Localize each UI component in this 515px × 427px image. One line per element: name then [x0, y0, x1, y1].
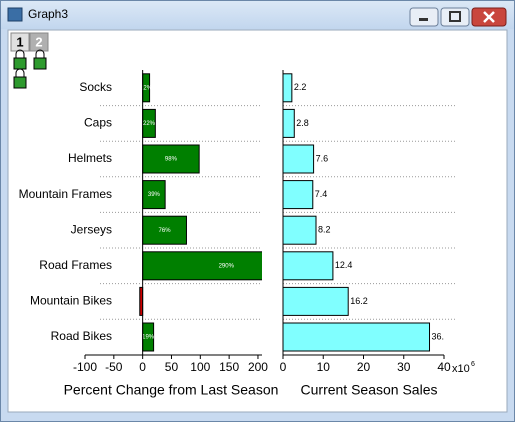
bar: [283, 108, 295, 138]
data-label: 7.6: [316, 153, 329, 163]
maximize-button[interactable]: [440, 7, 470, 27]
plot-area: 2.2 2.8 7.6 7.4 8.2 12.4 16.2 36.4: [283, 73, 450, 352]
close-icon: [483, 11, 495, 23]
bar: [283, 322, 431, 352]
data-label: 290%: [219, 263, 235, 269]
lock-icon[interactable]: [13, 68, 27, 89]
maximize-icon: [449, 11, 461, 22]
data-label: 12.4: [335, 260, 353, 270]
x-axis-title: Current Season Sales: [301, 382, 438, 398]
data-label: 8.2: [318, 225, 331, 235]
category-label: Road Bikes: [51, 329, 112, 343]
axis-multiplier: x10: [452, 363, 470, 375]
data-label: 7.4: [315, 189, 328, 199]
bar: [283, 251, 334, 281]
x-tick-label: -50: [105, 360, 123, 374]
data-label: 22%: [143, 121, 156, 127]
data-label: 12%: [140, 85, 153, 91]
app-icon: [7, 7, 23, 22]
data-label: 2.8: [296, 118, 309, 128]
data-label: 19%: [142, 335, 155, 341]
x-tick-label: 40: [437, 360, 451, 374]
category-label: Helmets: [68, 151, 112, 165]
lock-icon[interactable]: [33, 49, 47, 70]
axis-multiplier-exponent: 6: [471, 361, 475, 368]
bar: [142, 215, 187, 245]
minimize-icon: [419, 18, 428, 21]
category-label: Caps: [84, 116, 112, 130]
layer-tab[interactable]: [10, 32, 30, 52]
x-tick-label: 20: [357, 360, 371, 374]
x-tick-label: 10: [317, 360, 331, 374]
data-label: 16.2: [350, 296, 368, 306]
x-tick-label: 150: [219, 360, 239, 374]
category-label: Mountain Frames: [19, 187, 112, 201]
layer-tab-label: 2: [35, 34, 42, 49]
bar: [283, 215, 317, 245]
bar: [283, 180, 314, 210]
data-label: 39%: [148, 192, 161, 198]
layer-tab-label: 1: [16, 34, 23, 49]
data-label: 36.4: [432, 331, 450, 341]
x-tick-label: 0: [139, 360, 146, 374]
bar: [283, 144, 315, 174]
x-tick-label: 50: [165, 360, 179, 374]
x-tick-label: -100: [73, 360, 97, 374]
category-label: Mountain Bikes: [30, 294, 112, 308]
bar: [142, 144, 200, 174]
x-tick-label: 200: [248, 360, 268, 374]
bar: [283, 286, 349, 316]
data-label: 76%: [159, 228, 172, 234]
x-tick-label: 30: [397, 360, 411, 374]
x-axis-title: Percent Change from Last Season: [64, 382, 279, 398]
x-tick-label: 0: [280, 360, 287, 374]
data-label: 98%: [165, 157, 178, 163]
category-label: Jerseys: [71, 222, 112, 236]
bar: [283, 73, 293, 103]
category-label: Road Frames: [39, 258, 112, 272]
data-label: 2.2: [294, 82, 307, 92]
minimize-button[interactable]: [409, 7, 439, 27]
layer-tab[interactable]: [29, 32, 49, 52]
category-label: Socks: [79, 80, 112, 94]
window-title: Graph3: [28, 7, 68, 21]
x-tick-label: 100: [190, 360, 210, 374]
